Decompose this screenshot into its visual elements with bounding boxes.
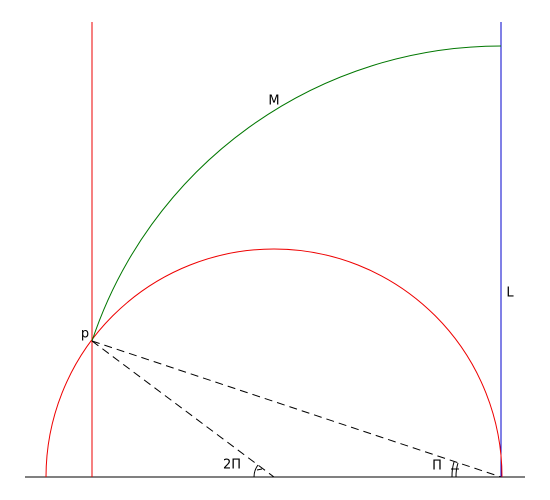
angle-label: Π [432, 459, 442, 474]
angle-arc [253, 464, 259, 478]
angle-arc [455, 462, 459, 478]
angle-label: 2Π [223, 458, 241, 473]
arc-label: M [268, 94, 279, 109]
angle-tick [256, 468, 263, 471]
green-arc [91, 45, 502, 342]
line-label: L [506, 286, 514, 301]
point-label: p [81, 327, 89, 342]
dashed-line [91, 340, 502, 478]
red-semicircle [45, 248, 503, 478]
dashed-line [91, 340, 275, 478]
